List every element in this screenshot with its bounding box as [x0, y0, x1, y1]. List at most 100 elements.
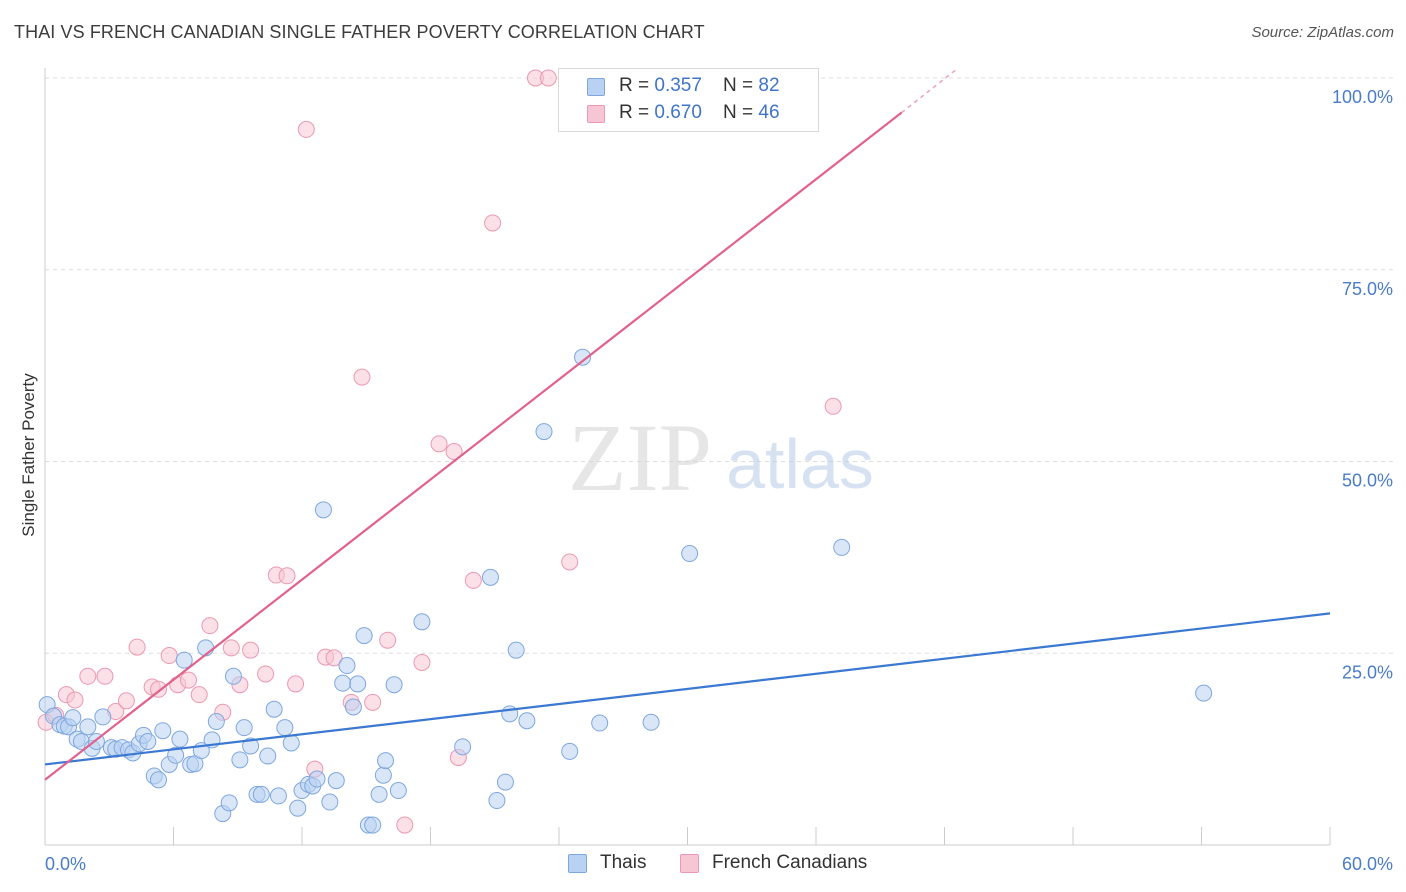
french-canadians-point — [190, 686, 208, 704]
thais-point — [454, 738, 472, 756]
thais-point — [481, 568, 499, 586]
thais-point — [207, 713, 225, 731]
french-canadians-point — [278, 567, 296, 585]
french-canadians-point — [66, 691, 84, 709]
french-canadians-point — [484, 214, 502, 232]
legend-n-label: N = — [723, 75, 759, 96]
x-tick-label: 0.0% — [45, 854, 86, 874]
french-canadians-point — [539, 69, 557, 87]
thais-point — [334, 674, 352, 692]
french-canadians-point — [379, 631, 397, 649]
french-canadians-point — [179, 671, 197, 689]
thais-point — [259, 747, 277, 765]
french-canadians-point — [257, 665, 275, 683]
legend-n-value: 46 — [758, 102, 780, 123]
chart-title: THAI VS FRENCH CANADIAN SINGLE FATHER PO… — [14, 22, 705, 42]
legend-swatch-blue — [587, 78, 605, 96]
watermark: ZIP atlas — [568, 404, 874, 511]
thais-point — [385, 676, 403, 694]
french-canadians-point — [430, 435, 448, 453]
french-canadians-point — [353, 368, 371, 386]
x-tick-label: 60.0% — [1342, 854, 1393, 874]
thais-point — [171, 730, 189, 748]
thais-point — [413, 613, 431, 631]
thais-point — [167, 746, 185, 764]
thais-point — [94, 708, 112, 726]
legend-r-value: 0.357 — [654, 75, 702, 96]
thais-point — [276, 719, 294, 737]
french-canadians-trend-extension — [901, 69, 956, 114]
french-canadians-point — [464, 571, 482, 589]
legend-r-label: R = — [619, 102, 655, 123]
thais-point — [175, 651, 193, 669]
thais-point — [535, 423, 553, 441]
french-canadians-point — [128, 638, 146, 656]
french-canadians-label: French Canadians — [712, 852, 868, 873]
french-canadians-point — [160, 647, 178, 665]
thais-point — [370, 785, 388, 803]
legend-n-label: N = — [723, 102, 759, 123]
french-canadians-point — [79, 667, 97, 685]
french-canadians-point — [396, 816, 414, 834]
thais-point — [314, 501, 332, 519]
french-canadians-trend-line — [44, 111, 903, 781]
french-canadians-point — [561, 553, 579, 571]
thais-point — [265, 700, 283, 718]
thais-point — [344, 698, 362, 716]
french-canadians-point — [413, 653, 431, 671]
legend-n-value: 82 — [758, 75, 780, 96]
y-tick-label: 25.0% — [1342, 662, 1393, 682]
thais-point — [642, 713, 660, 731]
thais-point — [833, 538, 851, 556]
thais-point — [327, 772, 345, 790]
french-canadians-point — [297, 120, 315, 138]
thais-point — [561, 742, 579, 760]
thais-point — [224, 667, 242, 685]
thais-point — [231, 751, 249, 769]
thais-point — [574, 348, 592, 366]
thais-point — [150, 771, 168, 789]
thais-point — [507, 641, 525, 659]
thais-point — [79, 718, 97, 736]
french-canadians-point — [242, 641, 260, 659]
source-credit: Source: ZipAtlas.com — [1251, 24, 1394, 41]
y-tick-label: 100.0% — [1332, 87, 1393, 107]
thais-point — [269, 787, 287, 805]
legend-r-label: R = — [619, 75, 655, 96]
thais-point — [681, 545, 699, 563]
thais-point — [308, 770, 326, 788]
thais-point — [235, 719, 253, 737]
thais-point — [349, 675, 367, 693]
thais-point — [220, 794, 238, 812]
thais-point — [374, 766, 392, 784]
thais-point — [282, 734, 300, 752]
thais-label: Thais — [600, 852, 647, 873]
y-tick-label: 75.0% — [1342, 279, 1393, 299]
thais-trend-line — [44, 612, 1331, 766]
thais-point — [321, 793, 339, 811]
french-canadians-swatch — [680, 854, 699, 873]
y-axis-label: Single Father Poverty — [19, 373, 38, 537]
french-canadians-point — [96, 667, 114, 685]
french-canadians-point — [201, 617, 219, 635]
french-canadians-point — [117, 692, 135, 710]
french-canadians-point — [824, 397, 842, 415]
thais-point — [154, 722, 172, 740]
watermark-zip: ZIP — [568, 404, 712, 511]
thais-point — [364, 816, 382, 834]
thais-point — [139, 732, 157, 750]
thais-point — [289, 799, 307, 817]
thais-point — [1195, 684, 1213, 702]
correlation-legend: R = 0.357 N = 82 R = 0.670 N = 46 — [558, 68, 819, 132]
watermark-atlas: atlas — [726, 425, 874, 503]
thais-point — [488, 792, 506, 810]
thais-point — [389, 782, 407, 800]
french-canadians-point — [364, 693, 382, 711]
french-canadians-point — [287, 675, 305, 693]
thais-point — [64, 709, 82, 727]
thais-point — [242, 737, 260, 755]
french-canadians-point — [445, 443, 463, 461]
y-tick-label: 50.0% — [1342, 471, 1393, 491]
legend-r-value: 0.670 — [654, 102, 702, 123]
thais-point — [338, 657, 356, 675]
